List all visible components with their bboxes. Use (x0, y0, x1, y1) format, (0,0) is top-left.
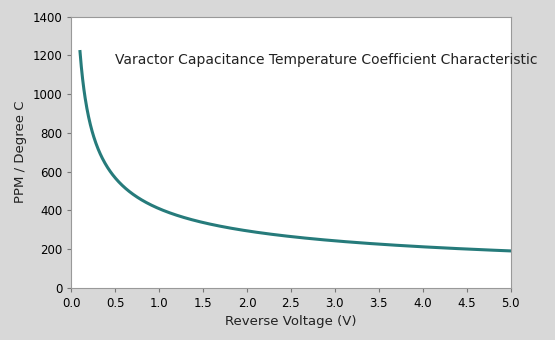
X-axis label: Reverse Voltage (V): Reverse Voltage (V) (225, 315, 357, 328)
Text: Varactor Capacitance Temperature Coefficient Characteristic: Varactor Capacitance Temperature Coeffic… (115, 53, 537, 67)
Y-axis label: PPM / Degree C: PPM / Degree C (14, 101, 27, 203)
